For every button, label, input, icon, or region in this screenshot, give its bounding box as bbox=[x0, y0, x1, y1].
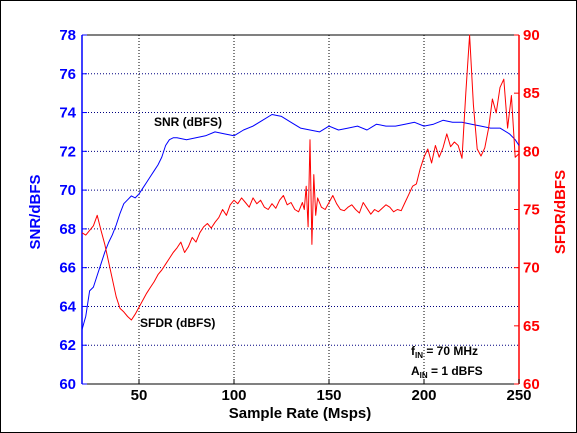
x-tick-label: 150 bbox=[316, 387, 341, 404]
y-left-axis-title: SNR/dBFS bbox=[27, 175, 44, 250]
fin-main: f bbox=[411, 344, 416, 358]
x-axis-title: Sample Rate (Msps) bbox=[229, 405, 372, 422]
x-tick-label: 100 bbox=[221, 387, 246, 404]
series-lines bbox=[81, 34, 520, 330]
snr-series-label: SNR (dBFS) bbox=[154, 115, 222, 129]
y-right-tick-label: 60 bbox=[523, 376, 540, 393]
ticks: 50 100 150 200 25060626466687072747678606570… bbox=[59, 27, 539, 404]
y-left-tick-label: 66 bbox=[59, 260, 76, 277]
grid bbox=[82, 35, 519, 384]
y-right-tick-label: 90 bbox=[523, 27, 540, 44]
sfdr-series-line bbox=[81, 34, 520, 321]
x-tick-label: 250 bbox=[506, 387, 531, 404]
x-tick-label: 200 bbox=[411, 387, 436, 404]
y-left-tick-label: 76 bbox=[59, 66, 76, 83]
fin-annotation: fIN = 70 MHz bbox=[411, 344, 478, 360]
snr-series-line bbox=[81, 114, 520, 330]
ain-annotation: AIN = 1 dBFS bbox=[411, 364, 483, 380]
plot-area bbox=[81, 34, 520, 385]
y-left-tick-label: 70 bbox=[59, 182, 76, 199]
y-left-tick-label: 78 bbox=[59, 27, 76, 44]
x-tick-label: 50 bbox=[131, 387, 148, 404]
y-left-tick-label: 74 bbox=[59, 105, 76, 122]
y-right-tick-label: 75 bbox=[523, 202, 540, 219]
y-right-tick-label: 85 bbox=[523, 85, 540, 102]
fin-sub: IN bbox=[415, 351, 423, 360]
y-right-axis-title: SFDR/dBFS bbox=[552, 170, 569, 254]
ain-rest: = 1 dBFS bbox=[428, 364, 483, 378]
y-right-tick-label: 65 bbox=[523, 318, 540, 335]
y-right-tick-label: 80 bbox=[523, 143, 540, 160]
fin-rest: = 70 MHz bbox=[423, 344, 478, 358]
y-left-tick-label: 60 bbox=[59, 376, 76, 393]
y-right-tick-label: 70 bbox=[523, 260, 540, 277]
y-left-tick-label: 64 bbox=[59, 298, 76, 315]
sfdr-series-label: SFDR (dBFS) bbox=[140, 316, 215, 330]
ain-main: A bbox=[411, 364, 420, 378]
y-left-tick-label: 68 bbox=[59, 221, 76, 238]
ain-sub: IN bbox=[420, 371, 428, 380]
y-left-tick-label: 62 bbox=[59, 337, 76, 354]
y-left-tick-label: 72 bbox=[59, 143, 76, 160]
